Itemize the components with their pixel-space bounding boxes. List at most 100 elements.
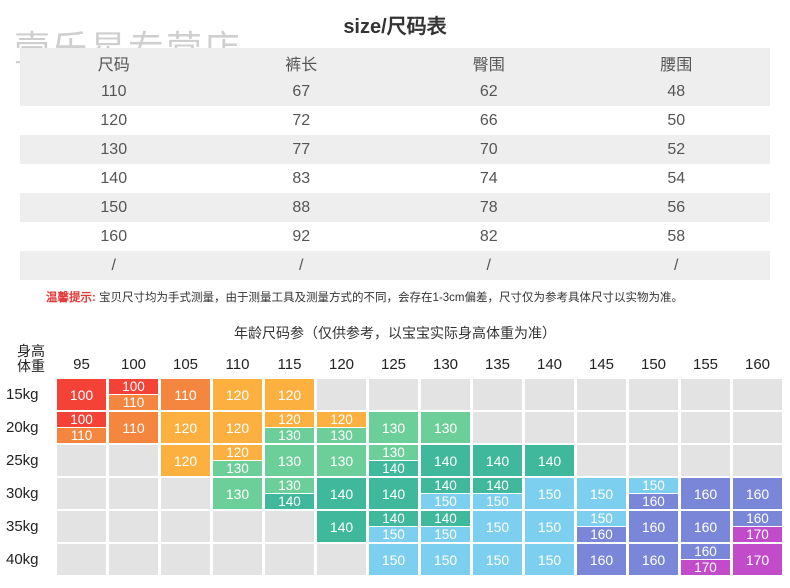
size-cell: 140 150 bbox=[421, 511, 470, 542]
size-cell: 150 bbox=[421, 544, 470, 575]
empty-cell bbox=[57, 544, 106, 575]
empty-cell bbox=[161, 544, 210, 575]
size-cell: 130 140 bbox=[265, 478, 314, 509]
empty-cell bbox=[317, 379, 366, 410]
height-column-label: 160 bbox=[744, 356, 771, 373]
corner-weight-label: 体重 bbox=[17, 358, 45, 374]
size-cell-label: 160 bbox=[629, 511, 678, 542]
size-cell: 170 bbox=[733, 544, 782, 575]
height-column-label: 150 bbox=[640, 356, 667, 373]
size-cell-label: 130 bbox=[317, 445, 366, 476]
size-cell-label: 150 bbox=[421, 544, 470, 575]
size-cell: 140 bbox=[369, 478, 418, 509]
size-cell-label: 150 bbox=[369, 544, 418, 575]
size-cell: 160 bbox=[629, 511, 678, 542]
header-hip: 臀围 bbox=[395, 48, 583, 77]
empty-cell bbox=[733, 412, 782, 443]
size-cell: 150 bbox=[525, 511, 574, 542]
cell-size: / bbox=[20, 251, 208, 280]
size-cell-label: 110 bbox=[109, 412, 158, 443]
size-cell: 150 bbox=[473, 511, 522, 542]
size-cell-label: 100 bbox=[57, 379, 106, 410]
cell-pants-length: / bbox=[207, 251, 395, 280]
cell-hip: 78 bbox=[395, 193, 583, 222]
empty-cell bbox=[109, 478, 158, 509]
size-cell: 150 bbox=[369, 544, 418, 575]
size-cell-label: 140 bbox=[317, 511, 366, 542]
cell-pants-length: 77 bbox=[207, 135, 395, 164]
size-cell-label: 160 bbox=[629, 544, 678, 575]
size-cell-label: 140 bbox=[421, 511, 470, 526]
size-cell-label: 120 bbox=[213, 379, 262, 410]
size-cell-label: 140 bbox=[421, 445, 470, 476]
corner-height-label: 身高 bbox=[17, 343, 45, 359]
size-cell: 140 150 bbox=[369, 511, 418, 542]
size-cell-label: 140 bbox=[525, 445, 574, 476]
size-cell-label: 130 bbox=[317, 428, 366, 443]
size-cell: 120 bbox=[161, 412, 210, 443]
empty-cell bbox=[57, 511, 106, 542]
cell-hip: / bbox=[395, 251, 583, 280]
size-cell-label: 140 bbox=[369, 461, 418, 476]
empty-cell bbox=[629, 379, 678, 410]
size-cell: 120 bbox=[213, 379, 262, 410]
page-title: size/尺码表 bbox=[343, 16, 447, 38]
height-column-label: 130 bbox=[432, 356, 459, 373]
empty-cell bbox=[265, 511, 314, 542]
size-table-row: 150 88 78 56 bbox=[20, 193, 770, 222]
cell-waist: 52 bbox=[582, 135, 770, 164]
size-cell-label: 130 bbox=[265, 445, 314, 476]
size-cell-label: 160 bbox=[577, 544, 626, 575]
size-cell: 140 150 bbox=[473, 478, 522, 509]
cell-waist: 50 bbox=[582, 106, 770, 135]
cell-pants-length: 72 bbox=[207, 106, 395, 135]
empty-cell bbox=[265, 544, 314, 575]
size-cell-label: 150 bbox=[369, 527, 418, 542]
size-cell-label: 100 bbox=[109, 379, 158, 394]
size-table-row: 160 92 82 58 bbox=[20, 222, 770, 251]
size-cell-label: 140 bbox=[265, 494, 314, 509]
size-cell: 140 bbox=[421, 445, 470, 476]
height-column-label: 105 bbox=[172, 356, 199, 373]
empty-cell bbox=[733, 445, 782, 476]
size-cell: 160 bbox=[681, 478, 730, 509]
size-cell: 140 bbox=[525, 445, 574, 476]
size-cell: 130 bbox=[265, 445, 314, 476]
size-cell-label: 100 bbox=[57, 412, 106, 427]
empty-cell bbox=[629, 412, 678, 443]
size-table-row: 110 67 62 48 bbox=[20, 77, 770, 106]
height-column-label: 95 bbox=[73, 356, 90, 373]
size-cell: 150 160 bbox=[629, 478, 678, 509]
size-cell-label: 120 bbox=[213, 445, 262, 460]
size-cell: 150 bbox=[525, 544, 574, 575]
size-cell: 120 bbox=[161, 445, 210, 476]
size-cell-label: 170 bbox=[733, 527, 782, 542]
size-cell: 120 bbox=[265, 379, 314, 410]
measurement-note: 温馨提示: 宝贝尺寸均为手式测量，由于测量工具及测量方式的不同，会存在1-3cm… bbox=[46, 289, 683, 305]
size-cell-label: 120 bbox=[265, 379, 314, 410]
size-cell: 120 130 bbox=[265, 412, 314, 443]
size-cell-label: 130 bbox=[213, 461, 262, 476]
size-cell-label: 150 bbox=[525, 478, 574, 509]
size-cell: 160 170 bbox=[681, 544, 730, 575]
header-waist: 腰围 bbox=[582, 48, 770, 77]
size-cell: 110 bbox=[161, 379, 210, 410]
size-cell-label: 130 bbox=[421, 412, 470, 443]
size-cell-label: 150 bbox=[525, 544, 574, 575]
size-cell: 100 110 bbox=[109, 379, 158, 410]
size-cell: 100 110 bbox=[57, 412, 106, 443]
size-cell-label: 140 bbox=[421, 478, 470, 493]
size-cell: 150 bbox=[525, 478, 574, 509]
size-cell-label: 150 bbox=[577, 478, 626, 509]
size-cell: 160 170 bbox=[733, 511, 782, 542]
empty-cell bbox=[317, 544, 366, 575]
size-cell-label: 110 bbox=[161, 379, 210, 410]
size-cell: 160 bbox=[681, 511, 730, 542]
empty-cell bbox=[577, 412, 626, 443]
size-cell-label: 120 bbox=[161, 445, 210, 476]
empty-cell bbox=[681, 412, 730, 443]
note-text: 宝贝尺寸均为手式测量，由于测量工具及测量方式的不同，会存在1-3cm偏差，尺寸仅… bbox=[99, 292, 683, 304]
chart-corner-label: 身高 体重 bbox=[10, 344, 52, 374]
empty-cell bbox=[57, 478, 106, 509]
size-cell: 150 bbox=[577, 478, 626, 509]
